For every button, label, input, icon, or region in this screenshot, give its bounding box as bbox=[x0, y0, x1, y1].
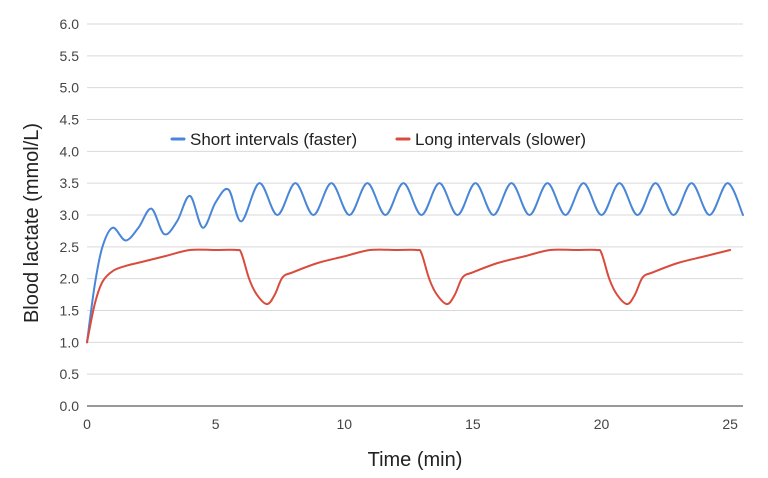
y-tick-label: 5.0 bbox=[60, 80, 80, 96]
y-tick-label: 3.5 bbox=[60, 175, 80, 191]
y-tick-label: 3.0 bbox=[60, 207, 80, 223]
series-lines bbox=[86, 182, 744, 344]
x-axis-tick-labels: 0 5 10 15 20 25 bbox=[83, 416, 738, 432]
x-tick-label: 15 bbox=[465, 416, 481, 432]
x-tick-label: 20 bbox=[594, 416, 610, 432]
y-tick-label: 4.5 bbox=[60, 112, 80, 128]
x-tick-label: 0 bbox=[83, 416, 91, 432]
y-tick-label: 2.5 bbox=[60, 239, 80, 255]
legend-label-short-intervals: Short intervals (faster) bbox=[190, 130, 357, 149]
legend-label-long-intervals: Long intervals (slower) bbox=[415, 130, 586, 149]
x-axis-title: Time (min) bbox=[368, 449, 463, 471]
series-line-short-intervals bbox=[86, 182, 744, 344]
x-tick-label: 25 bbox=[722, 416, 738, 432]
y-tick-label: 4.0 bbox=[60, 143, 80, 159]
y-axis-title: Blood lactate (mmol/L) bbox=[21, 123, 43, 323]
y-tick-label: 6.0 bbox=[60, 16, 80, 32]
gridlines bbox=[87, 23, 743, 407]
y-tick-label: 0.5 bbox=[60, 366, 80, 382]
y-tick-label: 1.5 bbox=[60, 303, 80, 319]
x-tick-label: 5 bbox=[212, 416, 220, 432]
legend: Short intervals (faster) Long intervals … bbox=[170, 130, 586, 149]
y-tick-label: 0.0 bbox=[60, 398, 80, 414]
series-line-long-intervals bbox=[86, 248, 732, 344]
y-axis-tick-labels: 0.0 0.5 1.0 1.5 2.0 2.5 3.0 3.5 4.0 4.5 5.0 5.5 6.0 bbox=[60, 16, 80, 414]
y-tick-label: 5.5 bbox=[60, 48, 80, 64]
y-tick-label: 2.0 bbox=[60, 271, 80, 287]
x-tick-label: 10 bbox=[336, 416, 352, 432]
y-tick-label: 1.0 bbox=[60, 334, 80, 350]
